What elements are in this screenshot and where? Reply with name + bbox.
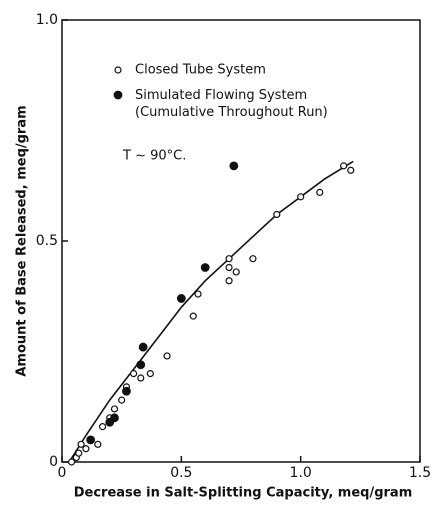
annotation: T ~ 90°C. — [122, 149, 186, 164]
point — [122, 386, 131, 396]
point — [86, 435, 96, 445]
point — [176, 294, 186, 303]
point — [67, 458, 76, 466]
legend-label: Simulated Flowing System (Cumulative Thro… — [135, 88, 328, 120]
point — [249, 255, 257, 263]
point — [118, 396, 126, 404]
point — [77, 440, 85, 448]
point — [316, 188, 324, 196]
point — [138, 342, 148, 352]
point — [94, 440, 102, 448]
legend-marker — [114, 66, 122, 74]
point — [232, 268, 240, 276]
x-tick-label: 0 — [58, 465, 67, 481]
point — [82, 445, 90, 453]
y-tick-label: 0.5 — [36, 233, 58, 249]
point — [75, 449, 83, 457]
point — [130, 370, 138, 378]
point — [273, 210, 281, 219]
point — [163, 352, 171, 360]
point — [110, 413, 119, 423]
point — [194, 290, 202, 298]
point — [189, 312, 197, 320]
point — [200, 263, 210, 272]
point — [229, 161, 239, 171]
point — [137, 374, 145, 382]
x-tick-label: 0.5 — [170, 465, 192, 481]
y-tick-label: 0 — [49, 454, 58, 470]
point — [340, 162, 348, 170]
point — [225, 263, 233, 272]
y-tick-label: 1.0 — [36, 12, 58, 28]
plot-frame — [61, 19, 421, 463]
point — [110, 405, 119, 413]
point — [297, 193, 305, 201]
x-tick-label: 1.5 — [409, 465, 431, 481]
x-tick-label: 1.0 — [290, 465, 312, 481]
point — [146, 370, 154, 378]
legend-marker — [113, 90, 123, 100]
point — [225, 255, 233, 263]
y-axis-label: Amount of Base Released, meq/gram — [15, 105, 30, 376]
point — [225, 277, 233, 285]
point — [98, 423, 107, 431]
point — [347, 166, 355, 174]
x-axis-label: Decrease in Salt-Splitting Capacity, meq… — [74, 486, 413, 501]
point — [136, 360, 146, 370]
legend-label: Closed Tube System — [135, 63, 266, 78]
